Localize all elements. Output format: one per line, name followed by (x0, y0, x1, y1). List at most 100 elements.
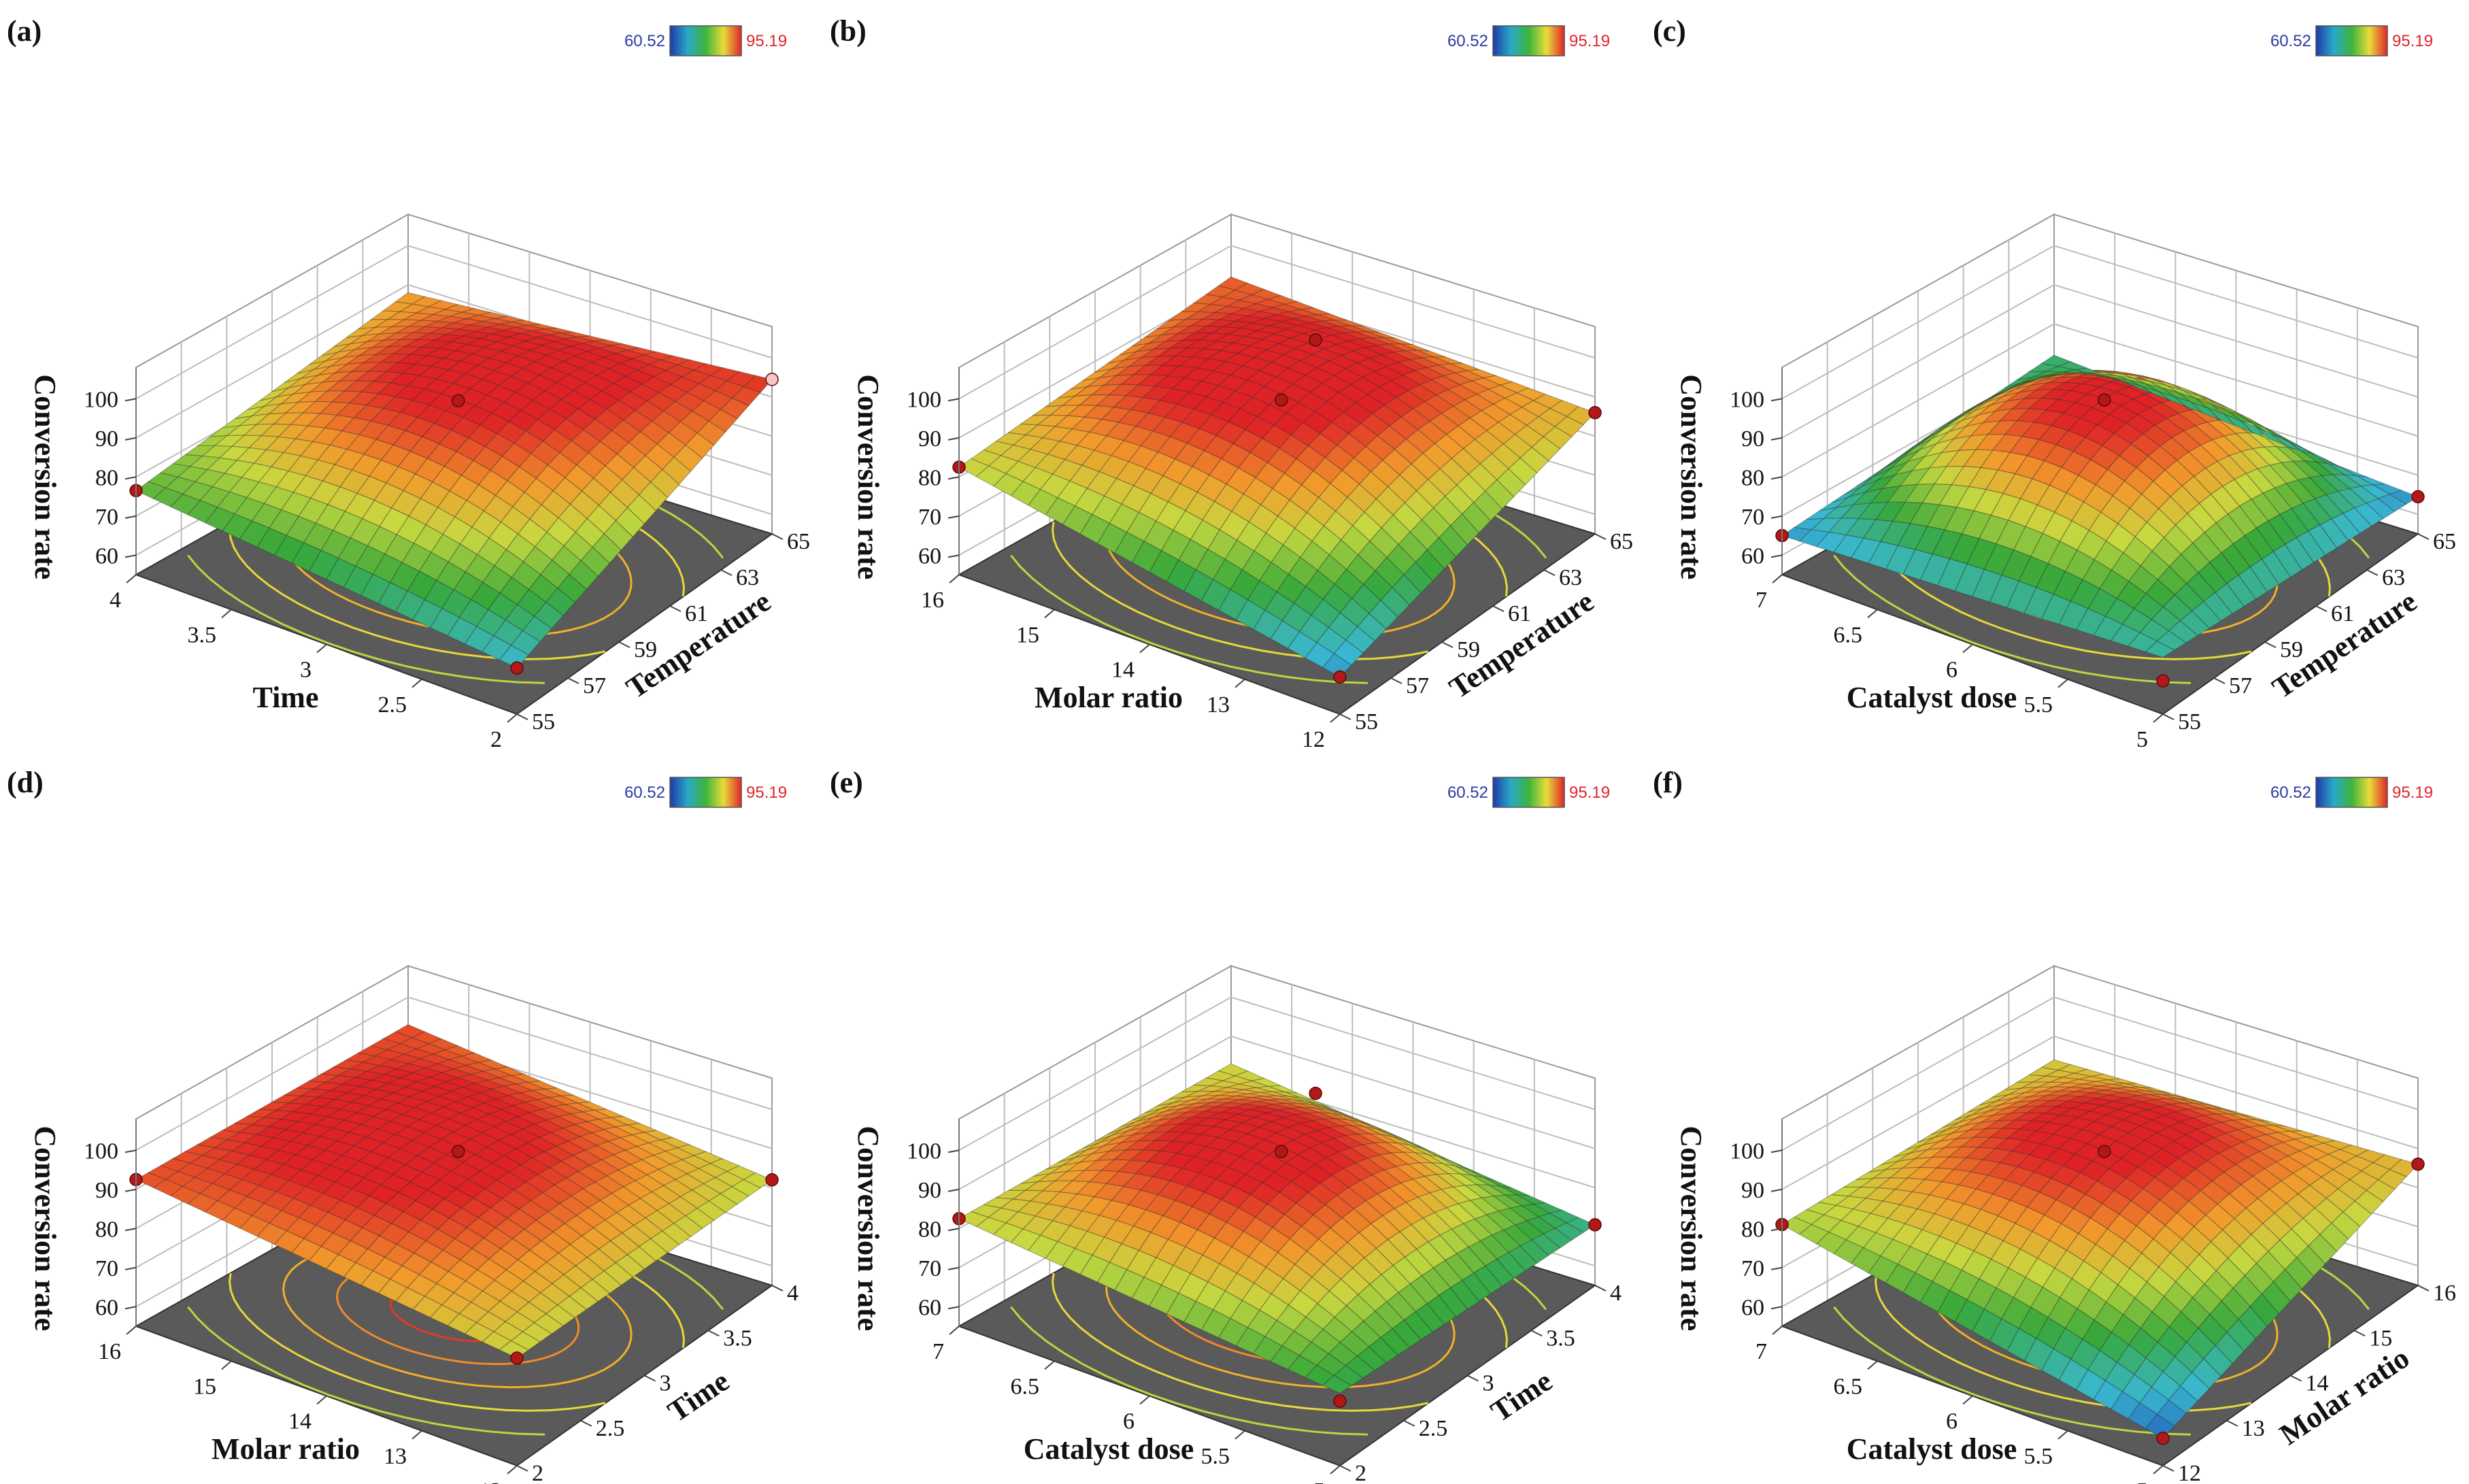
x-tick (1234, 1430, 1245, 1440)
y-tick-label: 55 (2178, 709, 2201, 735)
z-tick (947, 1149, 960, 1153)
colorbar-max-label: 95.19 (1569, 32, 1610, 50)
z-axis: 60 70 80 90 100 Conversion rate (29, 367, 137, 579)
colorbar: 60.52 95.19 (1447, 25, 1610, 56)
y-tick (2417, 1285, 2430, 1292)
z-gridline (958, 996, 1596, 1151)
x-axis-label: Time (253, 681, 319, 714)
panel-c: 60 70 80 90 100 Conversion rate 7 6.5 6 5.5 5 Catal… (1653, 14, 2456, 752)
z-tick (947, 1266, 960, 1270)
response-surface (958, 1063, 1596, 1394)
x-tick-label: 5.5 (2024, 692, 2053, 718)
x-tick-label: 7 (1756, 1339, 1767, 1364)
x-tick (1044, 609, 1055, 619)
y-tick-label: 63 (736, 565, 759, 590)
x-axis: 16 15 14 13 12 Molar ratio (921, 574, 1341, 752)
z-tick-label: 90 (1741, 426, 1764, 452)
y-axis-label: Time (662, 1364, 735, 1429)
x-tick-label: 6.5 (1834, 1374, 1863, 1399)
y-tick-label: 3.5 (723, 1326, 752, 1351)
y-tick-label: 57 (583, 673, 606, 698)
design-point (765, 1173, 779, 1187)
y-tick-label: 14 (2306, 1371, 2329, 1396)
response-surface (135, 1024, 773, 1359)
x-tick (221, 609, 232, 619)
y-tick (2264, 641, 2277, 648)
z-tick (1770, 1266, 1783, 1270)
panel-f: 60 70 80 90 100 Conversion rate 7 6.5 6 5.5 5 Catal… (1653, 766, 2456, 1484)
y-tick-label: 59 (634, 637, 657, 662)
y-tick-label: 3.5 (1546, 1326, 1575, 1351)
y-tick-label: 16 (2433, 1281, 2456, 1306)
z-gridline (1781, 323, 2419, 478)
x-tick-label: 16 (921, 588, 944, 613)
y-tick (707, 1330, 720, 1337)
z-axis-label: Conversion rate (1675, 374, 1708, 579)
y-tick-label: 2.5 (596, 1416, 625, 1441)
y-tick (1594, 1285, 1607, 1292)
panel-d: 60 70 80 90 100 Conversion rate 16 15 14 13 12 Mola… (7, 766, 799, 1484)
y-tick-label: 55 (532, 709, 555, 735)
design-point (1309, 333, 1322, 347)
design-point (2156, 1432, 2170, 1445)
contour-line (1833, 1306, 2191, 1436)
contour-line (1010, 1306, 1368, 1436)
x-tick-label: 12 (1302, 727, 1325, 752)
z-tick (947, 476, 960, 480)
design-point (1275, 393, 1288, 407)
y-tick (618, 641, 631, 648)
z-tick (124, 437, 137, 441)
y-tick-label: 3 (660, 1371, 671, 1396)
y-tick-label: 4 (787, 1281, 799, 1306)
x-tick-label: 15 (193, 1374, 216, 1399)
y-tick-label: 12 (2178, 1461, 2201, 1484)
z-tick (1770, 1188, 1783, 1192)
colorbar-ramp (669, 777, 742, 808)
x-tick (2153, 1465, 2164, 1474)
y-tick-label: 61 (685, 601, 708, 626)
z-tick-label: 70 (1741, 1256, 1764, 1281)
z-tick (124, 1266, 137, 1270)
y-tick-label: 55 (1355, 709, 1378, 735)
y-tick-label: 65 (1610, 529, 1633, 554)
colorbar: 60.52 95.19 (1447, 777, 1610, 808)
colorbar-min-label: 60.52 (624, 783, 665, 802)
z-tick-label: 90 (918, 426, 941, 452)
design-point (1588, 1218, 1602, 1232)
z-tick-label: 70 (95, 505, 118, 530)
design-point (2098, 1145, 2111, 1158)
x-axis: 16 15 14 13 12 Molar ratio (98, 1326, 518, 1484)
x-tick (507, 713, 518, 723)
z-tick (124, 515, 137, 519)
y-tick-label: 65 (2433, 529, 2456, 554)
x-tick (126, 1326, 137, 1335)
y-tick-label: 4 (1610, 1281, 1622, 1306)
z-tick (947, 398, 960, 402)
z-tick (124, 476, 137, 480)
y-tick (720, 569, 733, 576)
x-tick-label: 7 (933, 1339, 944, 1364)
y-tick-label: 59 (1457, 637, 1480, 662)
x-tick (316, 643, 327, 654)
y-tick-label: 63 (2382, 565, 2405, 590)
y-tick-label: 2.5 (1419, 1416, 1448, 1441)
colorbar-ramp (1492, 25, 1565, 56)
panel-a: 60 70 80 90 100 Conversion rate 4 3.5 3 2.5 2 Time 5… (7, 14, 810, 752)
x-tick (1962, 1395, 1973, 1405)
z-gridline (958, 1035, 1596, 1190)
x-tick-label: 6.5 (1011, 1374, 1040, 1399)
x-axis: 7 6.5 6 5.5 5 Catalyst dose (933, 1326, 1341, 1484)
z-tick-label: 70 (95, 1256, 118, 1281)
y-tick (580, 1419, 592, 1427)
x-tick (1044, 1360, 1055, 1370)
z-gridline (1781, 996, 2419, 1151)
colorbar-ramp (1492, 777, 1565, 808)
x-tick (1772, 1326, 1783, 1335)
y-tick-label: 63 (1559, 565, 1582, 590)
z-tick-label: 100 (84, 1139, 118, 1164)
z-axis: 60 70 80 90 100 Conversion rate (1675, 367, 1783, 579)
colorbar-min-label: 60.52 (1447, 783, 1488, 802)
z-tick (947, 1228, 960, 1232)
design-point (1588, 406, 1602, 420)
z-tick (1770, 554, 1783, 558)
